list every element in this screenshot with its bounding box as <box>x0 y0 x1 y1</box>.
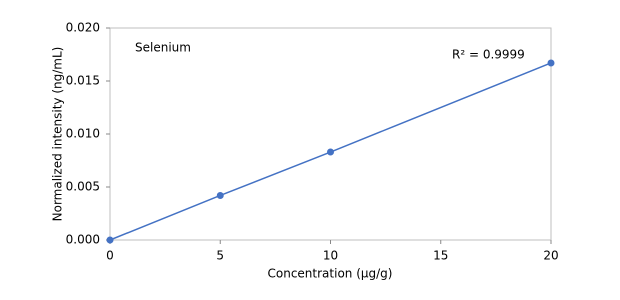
data-point <box>327 148 334 156</box>
y-tick-label: 0.020 <box>66 21 100 35</box>
data-point <box>106 236 114 244</box>
x-tick-label: 0 <box>106 249 114 263</box>
x-tick-label: 5 <box>216 249 224 263</box>
y-tick-label: 0.010 <box>66 127 100 141</box>
x-tick-label: 15 <box>433 249 448 263</box>
r-squared: R² = 0.9999 <box>452 48 525 62</box>
x-tick-label: 20 <box>543 249 558 263</box>
y-tick-label: 0.000 <box>66 233 100 247</box>
y-tick-label: 0.015 <box>66 74 100 88</box>
x-axis-label: Concentration (µg/g) <box>268 267 393 281</box>
y-axis-label: Normalized intensity (ng/mL) <box>51 47 65 222</box>
x-tick-label: 10 <box>323 249 338 263</box>
trendline <box>109 62 552 241</box>
y-tick-label: 0.005 <box>66 180 100 194</box>
data-point <box>547 59 555 67</box>
data-point <box>216 191 224 199</box>
series-label: Selenium <box>135 41 191 55</box>
